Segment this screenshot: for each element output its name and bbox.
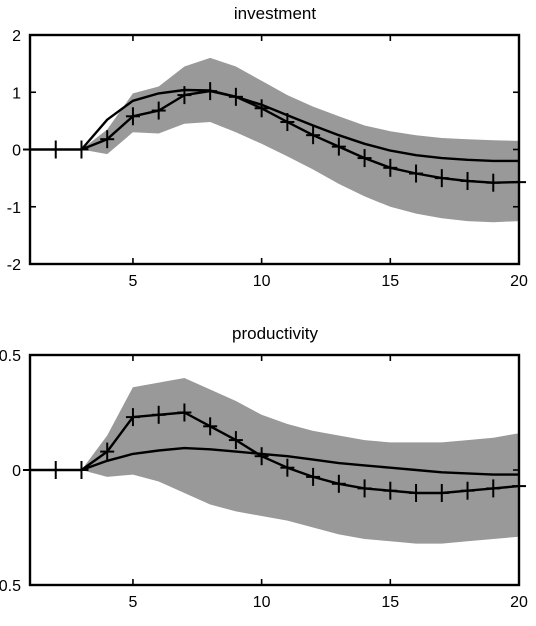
y-tick-label: 0.5 [0, 348, 21, 365]
plus-marker [48, 140, 63, 159]
plus-marker [177, 403, 192, 422]
investment-chart: investment 5 10 15 20 -2 -1 0 1 2 [7, 4, 528, 290]
plus-marker [357, 149, 372, 168]
plus-marker [48, 461, 63, 479]
plus-marker [125, 107, 140, 126]
plus-marker [100, 442, 115, 461]
chart-title: investment [234, 4, 316, 23]
plus-marker [280, 458, 295, 477]
y-tick-label: 0.5 [0, 578, 21, 595]
plus-marker [409, 484, 424, 502]
confidence-band [81, 57, 519, 223]
y-tick-label: 0 [12, 143, 21, 160]
y-tick-label: 1 [12, 85, 21, 102]
chart-title: productivity [232, 324, 318, 343]
plus-marker [203, 417, 218, 436]
plus-marker [357, 479, 372, 498]
plus-marker [306, 126, 321, 145]
plus-marker [434, 484, 449, 502]
x-tick-label: 5 [128, 273, 137, 290]
series-line [80, 88, 519, 163]
confidence-band [81, 378, 519, 544]
plus-marker [460, 481, 475, 500]
plus-marker [100, 130, 115, 149]
series-line [81, 446, 519, 476]
y-tick-label: 0 [12, 463, 21, 480]
x-tick-label: 15 [381, 594, 399, 611]
plus-marker [254, 447, 269, 466]
plus-marker [151, 405, 166, 424]
plus-marker [331, 137, 346, 156]
plus-marker [409, 164, 424, 183]
x-tick-label: 10 [253, 594, 271, 611]
plus-marker [125, 408, 140, 427]
plus-marker [486, 479, 501, 498]
productivity-chart: productivity 5 10 15 20 0.5 0 0.5 [0, 324, 528, 611]
plus-marker [383, 481, 398, 500]
y-tick-label: -2 [7, 257, 21, 274]
plus-marker [486, 173, 501, 192]
plus-marker [74, 140, 89, 159]
plus-marker [74, 461, 89, 479]
plus-marker [331, 474, 346, 493]
plus-marker [254, 99, 269, 118]
plus-marker [434, 169, 449, 188]
plus-marker [306, 467, 321, 486]
x-tick-label: 5 [128, 594, 137, 611]
x-tick-label: 20 [510, 594, 528, 611]
x-tick-label: 10 [253, 273, 271, 290]
y-tick-label: -1 [7, 200, 21, 217]
plus-marker [151, 101, 166, 120]
y-tick-label: 2 [12, 28, 21, 45]
plus-marker [228, 431, 243, 450]
plus-marker [383, 158, 398, 177]
x-tick-label: 15 [381, 273, 399, 290]
plus-marker [460, 171, 475, 190]
x-tick-label: 20 [510, 273, 528, 290]
